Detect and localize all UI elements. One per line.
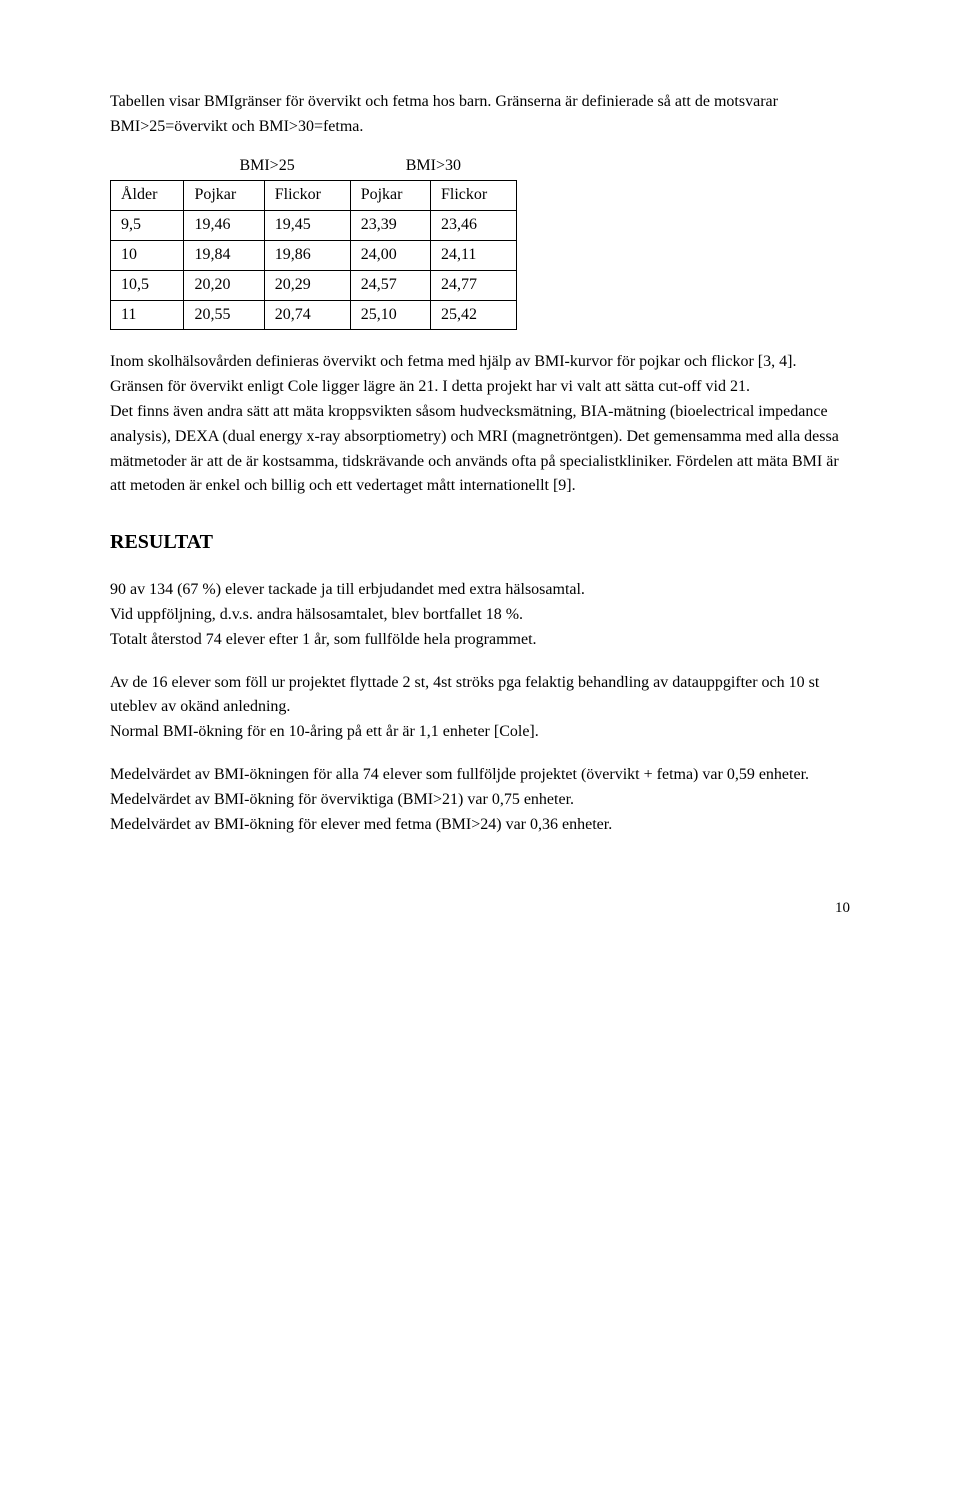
col-flickor-30: Flickor [430,181,516,211]
table-cell: 24,00 [350,240,430,270]
result-line-5: Normal BMI-ökning för en 10-åring på ett… [110,720,850,745]
result-line-3: Totalt återstod 74 elever efter 1 år, so… [110,628,850,653]
result-line-1: 90 av 134 (67 %) elever tackade ja till … [110,578,850,603]
table-cell: 19,84 [184,240,264,270]
body-paragraph-1: Inom skolhälsovården definieras övervikt… [110,350,850,400]
table-row: 1019,8419,8624,0024,11 [111,240,517,270]
result-line-2: Vid uppföljning, d.v.s. andra hälsosamta… [110,603,850,628]
table-cell: 19,46 [184,211,264,241]
table-cell: 24,57 [350,270,430,300]
table-group-bmi25: BMI>25 [184,152,350,181]
table-cell: 23,46 [430,211,516,241]
table-cell: 24,77 [430,270,516,300]
table-cell: 19,45 [264,211,350,241]
result-line-6: Medelvärdet av BMI-ökningen för alla 74 … [110,763,850,788]
table-cell: 19,86 [264,240,350,270]
col-flickor-25: Flickor [264,181,350,211]
table-cell: 20,29 [264,270,350,300]
table-row: 9,519,4619,4523,3923,46 [111,211,517,241]
body-paragraph-2: Det finns även andra sätt att mäta kropp… [110,400,850,499]
bmi-table: BMI>25 BMI>30 Ålder Pojkar Flickor Pojka… [110,152,517,331]
table-row: 1120,5520,7425,1025,42 [111,300,517,330]
result-line-7: Medelvärdet av BMI-ökning för överviktig… [110,788,850,813]
result-line-8: Medelvärdet av BMI-ökning för elever med… [110,813,850,838]
table-cell: 20,20 [184,270,264,300]
table-cell: 10,5 [111,270,184,300]
page-number: 10 [110,897,850,920]
col-pojkar-25: Pojkar [184,181,264,211]
col-pojkar-30: Pojkar [350,181,430,211]
table-row: 10,520,2020,2924,5724,77 [111,270,517,300]
table-group-bmi30: BMI>30 [350,152,516,181]
col-alder: Ålder [111,181,184,211]
table-cell: 20,74 [264,300,350,330]
resultat-heading: RESULTAT [110,527,850,558]
intro-paragraph: Tabellen visar BMIgränser för övervikt o… [110,90,850,140]
table-cell: 25,10 [350,300,430,330]
table-cell: 20,55 [184,300,264,330]
table-cell: 10 [111,240,184,270]
table-corner [111,152,184,181]
table-cell: 11 [111,300,184,330]
table-cell: 24,11 [430,240,516,270]
table-cell: 25,42 [430,300,516,330]
result-line-4: Av de 16 elever som föll ur projektet fl… [110,671,850,721]
table-cell: 23,39 [350,211,430,241]
table-cell: 9,5 [111,211,184,241]
